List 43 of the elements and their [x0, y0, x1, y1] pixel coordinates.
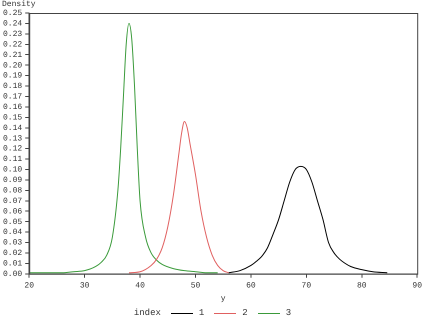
- x-tick-label: 20: [24, 282, 34, 291]
- line-series: [29, 22, 218, 274]
- y-tick-label: 0.23: [3, 30, 22, 39]
- y-axis-title: Density: [2, 0, 36, 10]
- line-series: [128, 120, 230, 274]
- y-tick-label: 0.00: [3, 270, 22, 279]
- x-axis-title: y: [220, 294, 226, 304]
- x-tick-label: 80: [356, 282, 367, 291]
- y-tick-label: 0.08: [3, 186, 22, 196]
- y-tick-label: 0.10: [3, 166, 22, 175]
- y-tick-label: 0.15: [3, 113, 22, 122]
- y-tick-label: 0.20: [3, 61, 22, 70]
- y-tick-label: 0.12: [3, 144, 22, 154]
- legend-label: 3: [286, 308, 292, 318]
- y-tick-label: 0.18: [3, 82, 22, 92]
- x-tick-label: 50: [190, 282, 200, 291]
- x-tick-label: 30: [80, 282, 90, 291]
- y-tick-label: 0.25: [3, 9, 22, 18]
- legend-label: 1: [198, 308, 204, 318]
- y-tick-label: 0.03: [3, 238, 22, 248]
- y-tick-label: 0.17: [3, 92, 22, 102]
- y-tick-label: 0.19: [3, 72, 22, 81]
- y-tick-label: 0.11: [3, 155, 22, 164]
- y-tick-label: 0.09: [3, 176, 22, 186]
- line-series: [228, 166, 388, 274]
- y-tick-label: 0.01: [3, 259, 22, 268]
- legend-title: index: [134, 308, 161, 318]
- y-tick-label: 0.02: [3, 249, 22, 258]
- x-tick-label: 90: [412, 282, 422, 291]
- y-tick-label: 0.04: [3, 228, 22, 238]
- x-tick-label: 60: [246, 282, 256, 291]
- y-tick-label: 0.14: [3, 124, 22, 133]
- x-tick-label: 40: [135, 282, 146, 291]
- y-tick-label: 0.06: [3, 207, 22, 216]
- x-tick-label: 70: [302, 282, 312, 291]
- y-tick-label: 0.13: [3, 134, 22, 144]
- y-tick-label: 0.21: [3, 50, 22, 60]
- y-tick-label: 0.16: [3, 103, 22, 112]
- y-tick-label: 0.05: [3, 218, 22, 227]
- y-tick-label: 0.07: [3, 196, 22, 206]
- y-tick-label: 0.24: [3, 20, 22, 29]
- legend-label: 2: [242, 308, 248, 318]
- y-tick-label: 0.22: [3, 40, 22, 50]
